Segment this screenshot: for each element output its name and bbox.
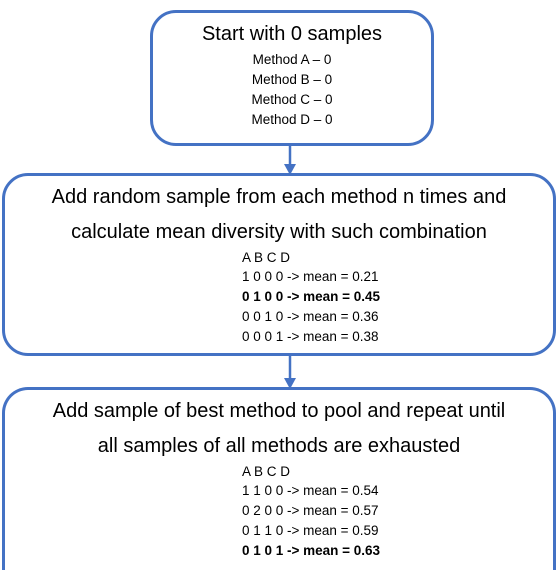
best-method-title-line1: Add sample of best method to pool and re… xyxy=(52,400,506,422)
method-d-line: Method D – 0 xyxy=(251,112,333,127)
random-sample-title-line1: Add random sample from each method n tim… xyxy=(51,186,507,208)
pool-combination-row: 0 1 1 0 -> mean = 0.59 xyxy=(241,523,379,538)
pool-combination-row: 0 2 0 0 -> mean = 0.57 xyxy=(241,503,379,518)
pool-combination-list: A B C D 1 1 0 0 -> mean = 0.54 0 2 0 0 -… xyxy=(242,462,380,561)
combination-list: A B C D 1 0 0 0 -> mean = 0.21 0 1 0 0 -… xyxy=(242,248,380,347)
best-method-title-line2: all samples of all methods are exhausted xyxy=(97,435,461,457)
pool-combination-row-best: 0 1 0 1 -> mean = 0.63 xyxy=(241,543,381,558)
random-sample-box: Add random sample from each method n tim… xyxy=(2,173,556,356)
down-arrow-icon xyxy=(284,144,296,175)
combination-row-best: 0 1 0 0 -> mean = 0.45 xyxy=(241,289,381,304)
combination-row: 1 0 0 0 -> mean = 0.21 xyxy=(241,269,379,284)
start-box-title: Start with 0 samples xyxy=(201,23,383,45)
start-box: Start with 0 samples Method A – 0 Method… xyxy=(150,10,434,146)
pool-combination-header: A B C D xyxy=(241,464,290,479)
down-arrow-icon xyxy=(284,354,296,389)
combination-header: A B C D xyxy=(241,250,290,265)
random-sample-title-line2: calculate mean diversity with such combi… xyxy=(71,221,487,243)
best-method-box: Add sample of best method to pool and re… xyxy=(2,387,556,570)
method-c-line: Method C – 0 xyxy=(251,92,333,107)
method-b-line: Method B – 0 xyxy=(251,72,333,87)
pool-combination-row: 1 1 0 0 -> mean = 0.54 xyxy=(241,483,379,498)
combination-row: 0 0 0 1 -> mean = 0.38 xyxy=(241,329,379,344)
combination-row: 0 0 1 0 -> mean = 0.36 xyxy=(241,309,379,324)
method-a-line: Method A – 0 xyxy=(252,52,332,67)
